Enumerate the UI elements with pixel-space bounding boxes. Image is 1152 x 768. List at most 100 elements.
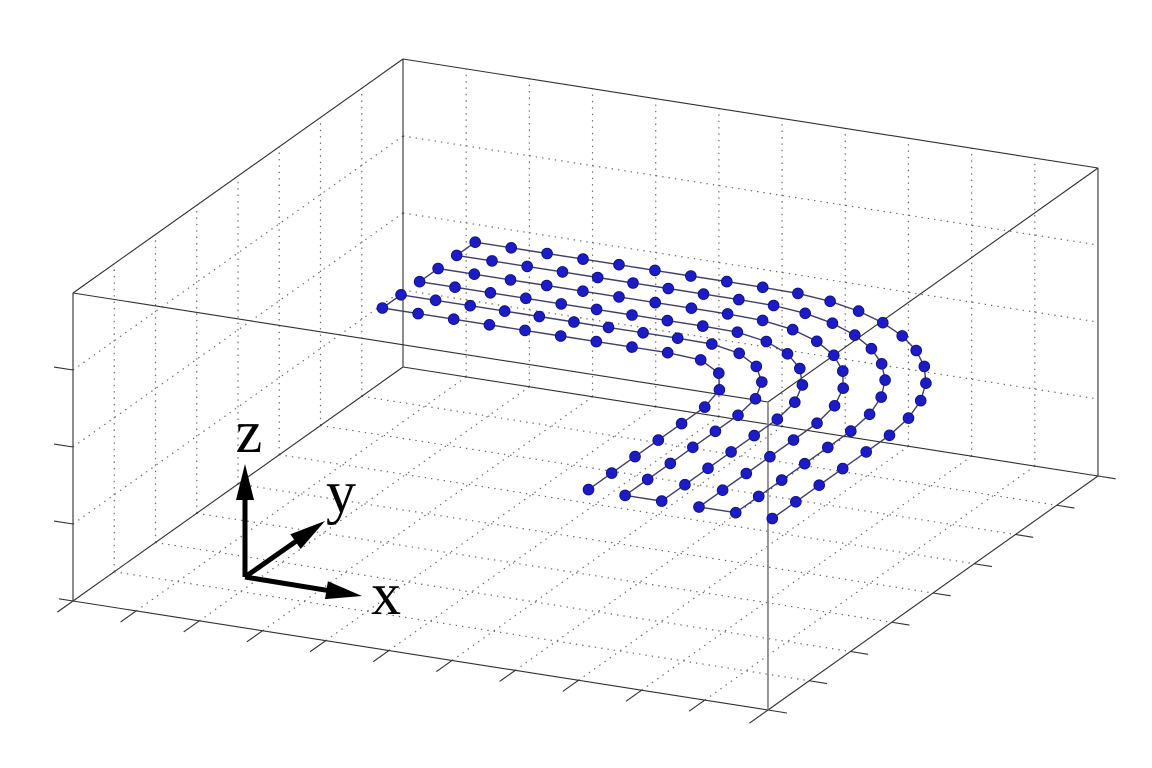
data-point [756, 314, 769, 327]
data-point [694, 354, 707, 366]
data-point [413, 275, 426, 288]
axis-triad: xyz [236, 399, 401, 627]
data-point [521, 260, 533, 273]
arrowhead-icon [290, 521, 325, 549]
data-point [697, 288, 710, 300]
data-point [796, 379, 809, 391]
data-point [781, 347, 794, 360]
data-point [613, 291, 625, 303]
data-point [828, 399, 841, 412]
data-point [918, 360, 931, 373]
data-point [875, 391, 887, 403]
data-point [799, 307, 811, 320]
data-point [519, 324, 531, 337]
data-point [876, 316, 889, 329]
data-point [568, 316, 580, 328]
data-point [792, 287, 804, 300]
data-point [914, 394, 927, 407]
data-point [810, 335, 823, 348]
data-point [376, 302, 389, 314]
arrowhead-icon [236, 464, 254, 500]
data-point [533, 310, 546, 323]
data-point [484, 286, 497, 299]
data-point [662, 282, 675, 295]
data-point [693, 501, 705, 513]
data-point [629, 450, 641, 463]
series-lines [382, 241, 927, 520]
data-point [679, 478, 691, 491]
data-point [821, 441, 834, 454]
data-point [450, 249, 463, 262]
data-point [720, 275, 733, 288]
data-point [686, 441, 699, 454]
grid-dotted [72, 68, 1099, 701]
data-point [836, 365, 849, 377]
data-point [684, 270, 697, 282]
data-point [752, 490, 765, 503]
data-point [555, 298, 567, 310]
data-point [649, 264, 661, 277]
data-point [732, 293, 745, 306]
data-point [626, 309, 638, 321]
data-point [852, 305, 865, 317]
data-point [721, 308, 734, 320]
data-point [775, 474, 788, 486]
data-point [591, 271, 604, 284]
data-point [652, 434, 665, 446]
data-point [449, 281, 461, 294]
data-point [702, 462, 714, 475]
data-point [771, 413, 784, 426]
data-point [698, 401, 711, 413]
data-point [661, 346, 674, 359]
data-point [627, 277, 639, 289]
data-point [725, 446, 737, 458]
data-point [556, 266, 569, 278]
data-point [395, 288, 407, 301]
data-point [486, 255, 498, 267]
data-point [875, 357, 888, 370]
data-series [376, 236, 932, 525]
data-point [750, 360, 763, 373]
data-point [602, 321, 615, 334]
data-point [824, 295, 836, 308]
data-point [740, 467, 753, 480]
data-point [429, 294, 442, 307]
data-point [731, 326, 744, 339]
data-point [729, 506, 742, 519]
data-point [863, 408, 876, 421]
data-point [920, 377, 932, 390]
data-point [811, 417, 823, 430]
data-point [733, 347, 745, 360]
data-point [504, 274, 517, 286]
data-point [748, 429, 760, 442]
data-point [590, 335, 603, 348]
data-point [766, 512, 779, 525]
data-point [813, 479, 825, 492]
data-point [756, 281, 769, 294]
axis-label-y: y [326, 459, 356, 525]
data-point [519, 292, 532, 305]
data-point [641, 473, 654, 486]
data-point [637, 326, 649, 339]
axis-label-z: z [236, 399, 263, 465]
data-point [883, 429, 896, 442]
axis-label-x: x [371, 561, 401, 627]
data-point [554, 330, 567, 342]
data-point [498, 305, 511, 317]
data-point [675, 417, 688, 430]
axes-box [72, 58, 1099, 711]
data-point [826, 317, 839, 330]
data-point [661, 314, 674, 327]
data-point [879, 374, 891, 386]
data-point [767, 299, 780, 312]
data-point [577, 285, 589, 298]
data-point [447, 313, 460, 326]
data-point [540, 279, 553, 292]
data-point [541, 247, 553, 260]
data-point [732, 409, 744, 422]
data-point [844, 425, 857, 437]
data-point [605, 467, 618, 479]
data-point [468, 268, 481, 281]
data-point [788, 396, 801, 409]
